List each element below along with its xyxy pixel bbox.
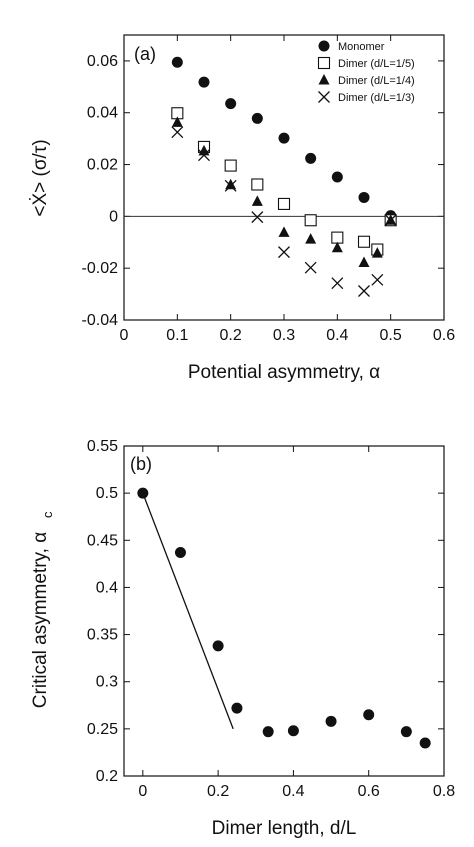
data-point-filled-triangle <box>331 241 343 253</box>
data-point-filled-triangle <box>358 256 370 267</box>
y-tick-label: 0.2 <box>96 768 118 785</box>
legend-entry: Dimer (d/L=1/3) <box>338 92 415 104</box>
data-point-filled-triangle <box>278 226 290 237</box>
data-point-filled-circle <box>278 132 290 144</box>
y-tick-label: -0.04 <box>82 312 119 329</box>
data-point-cross <box>384 214 397 227</box>
data-point-filled-circle <box>174 547 186 559</box>
data-point-filled-circle <box>363 709 375 721</box>
data-point-cross <box>171 126 184 139</box>
y-axis-label-b: Critical asymmetry, α <box>30 532 51 708</box>
data-point-cross <box>251 211 264 224</box>
data-point-filled-circle <box>287 725 299 737</box>
y-axis-label-a: <Ẋ> (σ/τ) <box>30 139 51 216</box>
marks-b <box>137 487 431 749</box>
x-tick-label: 0.4 <box>282 783 304 800</box>
panel-label-b: (b) <box>130 454 152 474</box>
data-point-filled-triangle <box>305 233 317 244</box>
legend-a: Monomer Dimer (d/L=1/5) Dimer (d/L=1/4) Dim… <box>317 40 415 104</box>
legend-marker <box>318 74 330 85</box>
y-tick-label: -0.02 <box>82 260 119 277</box>
x-tick-label: 0.5 <box>380 327 402 344</box>
y-axis-label-b-group: Critical asymmetry, α c <box>30 511 55 708</box>
data-point-filled-circle <box>225 98 237 110</box>
y-tick-label: 0.35 <box>87 627 118 644</box>
x-tick-label: 0 <box>120 327 129 344</box>
data-point-filled-triangle <box>251 195 263 206</box>
data-point-filled-triangle <box>371 247 383 258</box>
y-tick-label: 0.55 <box>87 438 118 455</box>
x-tick-label: 0.4 <box>326 327 348 344</box>
data-point-cross <box>358 285 370 297</box>
ticks-b: 0 0.2 0.4 0.6 0.8 0.2 0.25 0.3 0.35 0.4 0.45 0.5 0.5… <box>87 438 455 800</box>
x-axis-label-a: Potential asymmetry, α <box>188 362 380 383</box>
x-tick-label: 0.6 <box>433 327 455 344</box>
fit-line <box>142 492 234 730</box>
data-point-open-square <box>357 235 371 248</box>
x-axis-label-b: Dimer length, d/L <box>212 818 357 839</box>
data-point-open-square <box>277 197 291 210</box>
data-point-filled-circle <box>212 640 224 652</box>
x-tick-label: 0.2 <box>207 783 229 800</box>
legend-marker <box>317 56 331 70</box>
legend-entry: Dimer (d/L=1/5) <box>338 58 415 70</box>
data-point-filled-triangle <box>171 116 183 127</box>
legend-marker <box>318 91 330 103</box>
data-point-filled-circle <box>251 112 263 124</box>
data-point-filled-circle <box>305 152 317 164</box>
data-point-filled-circle <box>171 56 183 68</box>
marks-a <box>124 56 444 297</box>
legend-entry: Dimer (d/L=1/4) <box>338 75 415 87</box>
data-point-filled-circle <box>262 726 274 738</box>
data-point-cross <box>198 149 210 162</box>
data-point-filled-circle <box>358 191 370 203</box>
panel-a: 0 0.1 0.2 0.3 0.4 0.5 0.6 -0.04 -0.02 0 0.02 0.04 0.… <box>30 34 455 383</box>
y-tick-label: 0.5 <box>96 485 118 502</box>
data-point-cross <box>304 261 317 274</box>
panel-b: 0 0.2 0.4 0.6 0.8 0.2 0.25 0.3 0.35 0.4 0.45 0.5 0.5… <box>30 438 455 839</box>
x-tick-label: 0.6 <box>358 783 380 800</box>
legend-marker <box>318 40 330 52</box>
y-tick-label: 0.3 <box>96 674 118 691</box>
data-point-cross <box>331 277 344 290</box>
data-point-open-square <box>331 231 344 244</box>
legend-entry: Monomer <box>338 41 385 53</box>
data-point-filled-circle <box>137 487 149 499</box>
plot-frame-b <box>123 445 445 777</box>
data-point-filled-circle <box>400 726 412 738</box>
data-point-filled-circle <box>331 171 343 183</box>
y-tick-label: 0.02 <box>87 157 118 174</box>
data-point-filled-circle <box>198 76 210 88</box>
ticks-a: 0 0.1 0.2 0.3 0.4 0.5 0.6 -0.04 -0.02 0 0.02 0.04 0.… <box>82 35 455 344</box>
data-point-filled-circle <box>231 702 243 714</box>
data-point-cross <box>224 179 237 192</box>
y-tick-label: 0.45 <box>87 532 118 549</box>
data-point-open-square <box>304 214 317 227</box>
x-tick-label: 0.8 <box>433 783 455 800</box>
data-point-cross <box>278 246 290 259</box>
data-point-open-square <box>224 159 237 172</box>
data-point-cross <box>371 273 384 286</box>
x-tick-label: 0.3 <box>273 327 295 344</box>
y-tick-label: 0.06 <box>87 53 118 70</box>
y-tick-label: 0.04 <box>87 105 118 122</box>
data-point-filled-triangle <box>225 178 237 190</box>
y-axis-label-b-subscript: c <box>40 511 55 518</box>
y-tick-label: 0 <box>109 208 118 225</box>
panel-label-a: (a) <box>134 44 156 64</box>
y-tick-label: 0.25 <box>87 721 118 738</box>
x-tick-label: 0.1 <box>166 327 188 344</box>
x-tick-label: 0 <box>138 783 147 800</box>
data-point-open-square <box>251 178 264 191</box>
y-tick-label: 0.4 <box>96 579 118 596</box>
data-point-filled-circle <box>419 737 431 749</box>
data-point-filled-circle <box>325 715 337 727</box>
x-tick-label: 0.2 <box>220 327 242 344</box>
